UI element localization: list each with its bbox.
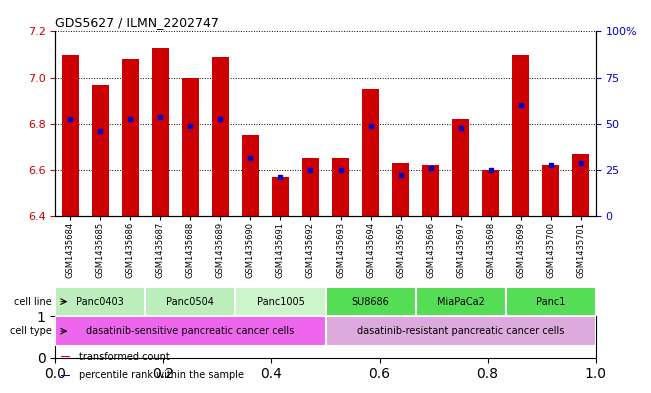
Bar: [326, 316, 596, 346]
Bar: [422, 165, 439, 216]
Bar: [92, 84, 109, 216]
Text: SU8686: SU8686: [352, 297, 389, 307]
Text: MiaPaCa2: MiaPaCa2: [437, 297, 484, 307]
Bar: [482, 170, 499, 216]
Text: Panc1: Panc1: [536, 297, 565, 307]
Bar: [145, 287, 236, 316]
Text: percentile rank within the sample: percentile rank within the sample: [79, 370, 243, 380]
Bar: [572, 154, 589, 216]
Bar: [393, 163, 409, 216]
Bar: [452, 119, 469, 216]
Bar: [236, 287, 326, 316]
Bar: [61, 356, 70, 358]
Bar: [212, 57, 229, 216]
Bar: [272, 177, 289, 216]
Text: dasatinib-resistant pancreatic cancer cells: dasatinib-resistant pancreatic cancer ce…: [357, 326, 564, 336]
Bar: [302, 158, 319, 216]
Bar: [415, 287, 506, 316]
Bar: [332, 158, 349, 216]
Bar: [152, 48, 169, 216]
Bar: [55, 287, 145, 316]
Bar: [122, 59, 139, 216]
Text: cell line: cell line: [14, 297, 52, 307]
Bar: [362, 89, 379, 216]
Bar: [512, 55, 529, 216]
Text: GDS5627 / ILMN_2202747: GDS5627 / ILMN_2202747: [55, 16, 219, 29]
Bar: [62, 55, 79, 216]
Text: cell type: cell type: [10, 326, 52, 336]
Bar: [61, 375, 70, 376]
Text: Panc0403: Panc0403: [76, 297, 124, 307]
Bar: [242, 135, 258, 216]
Bar: [182, 78, 199, 216]
Bar: [326, 287, 415, 316]
Bar: [542, 165, 559, 216]
Text: Panc0504: Panc0504: [167, 297, 214, 307]
Bar: [55, 316, 325, 346]
Text: transformed count: transformed count: [79, 352, 169, 362]
Text: dasatinib-sensitive pancreatic cancer cells: dasatinib-sensitive pancreatic cancer ce…: [87, 326, 294, 336]
Text: Panc1005: Panc1005: [256, 297, 305, 307]
Bar: [506, 287, 596, 316]
